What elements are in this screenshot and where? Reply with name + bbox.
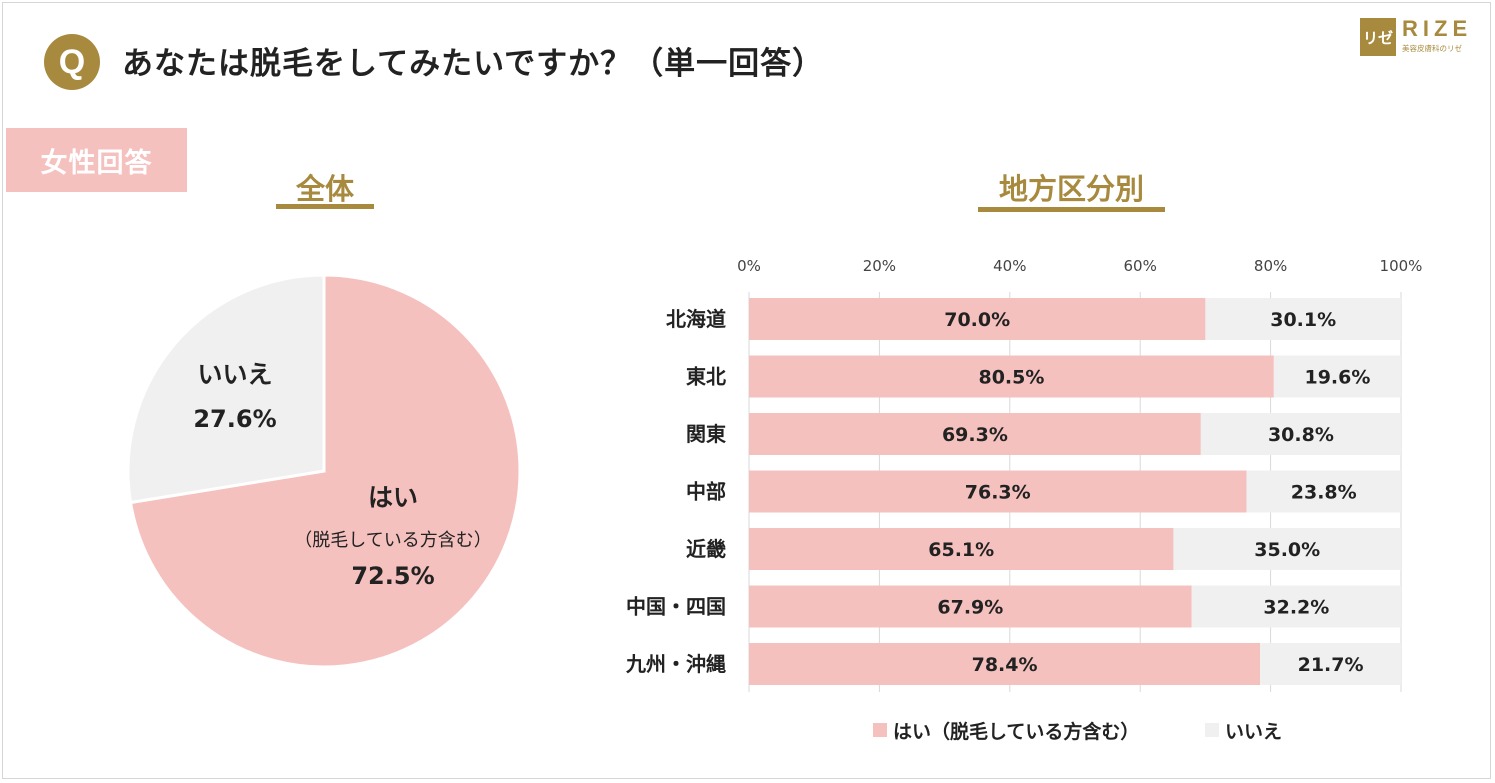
pie-label-no-name: いいえ (197, 360, 273, 389)
logo-word: RIZE (1402, 16, 1473, 41)
section-underline-region (978, 207, 1165, 212)
legend-swatch-yes (873, 723, 887, 737)
section-title-region: 地方区分別 (998, 172, 1144, 206)
legend-swatch-no (1205, 723, 1219, 737)
section-title-overall: 全体 (295, 172, 354, 206)
question-title: あなたは脱毛をしてみたいですか？（単一回答） (122, 46, 825, 82)
logo-mark: リゼ (1360, 18, 1396, 56)
legend-label-no: いいえ (1225, 721, 1283, 743)
brand-logo: リゼ RIZE 美容皮膚科のリゼ (1360, 16, 1478, 58)
pie-label-no: いいえ 27.6% (180, 355, 290, 433)
pie-label-yes-sub: （脱毛している方含む） (294, 530, 492, 551)
pie-slice-no (126, 273, 326, 505)
logo-subtitle: 美容皮膚科のリゼ (1402, 44, 1462, 53)
respondent-tag: 女性回答 (6, 128, 187, 192)
question-badge: Q (44, 34, 100, 90)
pie-label-yes-value: 72.5% (351, 562, 435, 590)
pie-label-yes: はい （脱毛している方含む） 72.5% (268, 478, 518, 590)
section-underline-overall (276, 204, 374, 209)
legend-label-yes: はい（脱毛している方含む） (893, 721, 1140, 743)
pie-chart (126, 273, 522, 669)
pie-label-yes-name: はい (367, 483, 418, 512)
pie-label-no-value: 27.6% (193, 405, 277, 433)
